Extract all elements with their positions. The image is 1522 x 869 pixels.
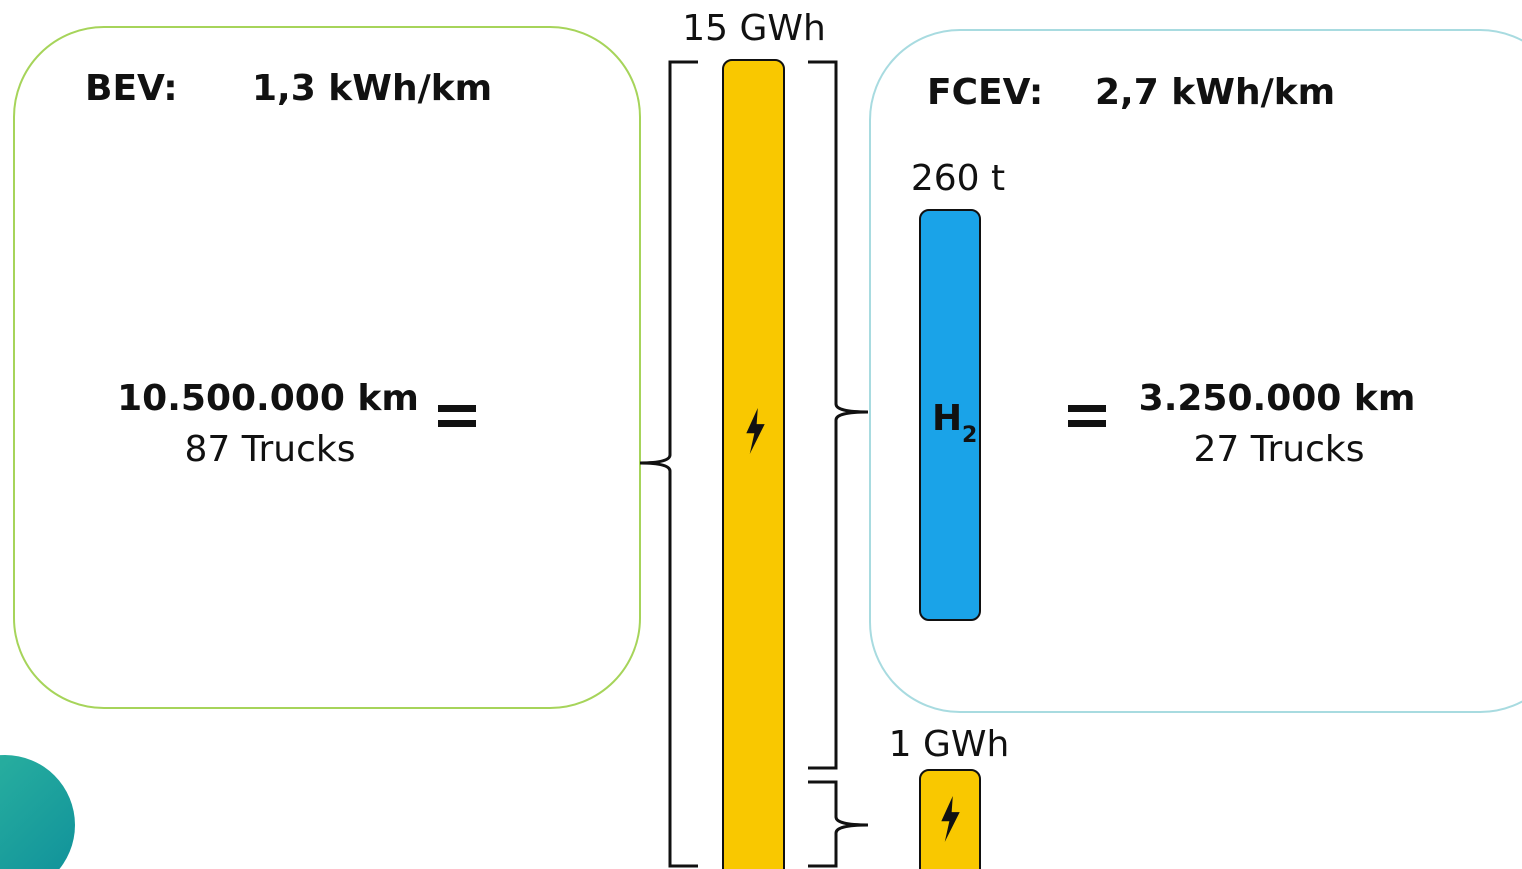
fcev-box bbox=[869, 29, 1522, 713]
hydrogen-mass: 260 t bbox=[911, 158, 1005, 199]
bev-box bbox=[13, 26, 641, 709]
bev-distance: 10.500.000 km bbox=[117, 378, 419, 419]
total-energy: 15 GWh bbox=[682, 8, 826, 49]
equals bbox=[1068, 405, 1106, 412]
equals bbox=[1068, 420, 1106, 427]
bev-consumption: 1,3 kWh/km bbox=[252, 68, 492, 109]
equals bbox=[438, 420, 476, 427]
equals bbox=[438, 405, 476, 412]
bracket bbox=[808, 780, 869, 868]
bracket bbox=[808, 60, 869, 770]
bev-trucks: 87 Trucks bbox=[185, 429, 356, 470]
fcev-trucks: 27 Trucks bbox=[1194, 429, 1365, 470]
bracket bbox=[639, 60, 698, 868]
fcev-label: FCEV: bbox=[927, 72, 1043, 113]
energy-bar bbox=[722, 59, 785, 869]
hydrogen-bar bbox=[919, 209, 981, 621]
logo-circle bbox=[0, 755, 75, 869]
fcev-distance: 3.250.000 km bbox=[1139, 378, 1416, 419]
remaining-energy: 1 GWh bbox=[889, 724, 1010, 765]
bev-label: BEV: bbox=[85, 68, 178, 109]
fcev-consumption: 2,7 kWh/km bbox=[1095, 72, 1335, 113]
hydrogen-symbol: H bbox=[932, 398, 962, 439]
hydrogen-subscript: 2 bbox=[962, 423, 977, 448]
